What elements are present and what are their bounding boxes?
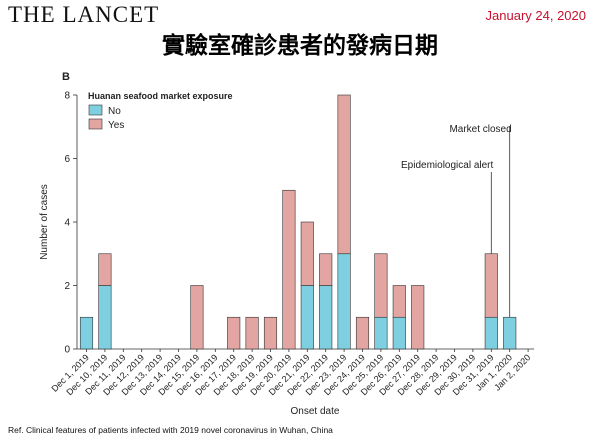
bar-yes	[300, 221, 314, 286]
legend-swatch-no	[88, 104, 103, 116]
bars	[79, 94, 517, 350]
bar-yes	[245, 316, 259, 350]
bar-yes	[263, 316, 278, 350]
x-axis-title: Onset date	[291, 406, 340, 417]
bar-no	[337, 253, 351, 350]
annotation-label: Epidemiological alert	[401, 160, 493, 171]
legend-title: Huanan seafood market exposure	[88, 91, 233, 101]
annotations: Epidemiological alert Market closed	[401, 124, 512, 318]
bar-yes	[190, 285, 204, 350]
bar-yes	[411, 285, 425, 350]
y-tick-label: 6	[64, 154, 70, 165]
bar-no	[392, 316, 406, 350]
y-tick-label: 2	[64, 281, 70, 292]
bar-yes	[374, 253, 388, 318]
annotation-label: Market closed	[449, 124, 511, 135]
y-axis-title: Number of cases	[39, 184, 50, 260]
panel-label: B	[62, 71, 70, 83]
masthead: THE LANCET	[8, 2, 160, 27]
bar-yes	[98, 253, 112, 286]
bar-yes	[227, 316, 241, 350]
bar-no	[300, 285, 314, 350]
bar-yes	[355, 316, 370, 350]
legend-label-yes: Yes	[108, 120, 124, 131]
bar-no	[319, 285, 333, 350]
legend-swatch-yes	[88, 118, 103, 130]
y-tick-label: 0	[64, 345, 70, 356]
bar-no	[503, 316, 517, 350]
bar-no	[79, 316, 94, 350]
bar-yes	[282, 189, 296, 350]
bar-yes	[337, 94, 351, 255]
reference-footer: Ref. Clinical features of patients infec…	[8, 425, 333, 435]
y-tick-label: 4	[64, 218, 70, 229]
date-label: January 24, 2020	[485, 8, 586, 23]
bar-yes	[319, 253, 333, 286]
legend-label-no: No	[108, 106, 121, 117]
bar-no	[98, 285, 112, 350]
y-tick-label: 8	[64, 91, 70, 102]
page-title: 實驗室確診患者的發病日期	[162, 33, 438, 59]
bar-no	[374, 316, 388, 350]
bar-no	[484, 316, 498, 350]
bar-yes	[392, 285, 406, 318]
bar-yes	[484, 253, 498, 318]
